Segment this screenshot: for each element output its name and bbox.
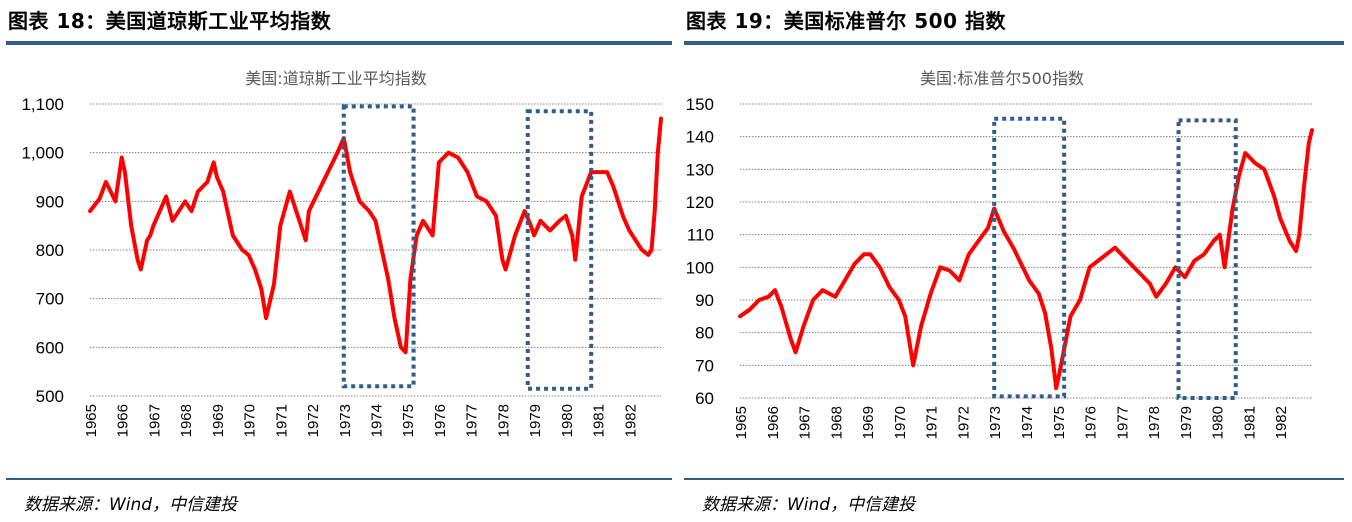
y-tick-label: 600	[36, 338, 64, 357]
x-tick-label: 1977	[1114, 406, 1131, 439]
x-tick-label: 1980	[1210, 406, 1227, 439]
y-tick-label: 110	[687, 226, 714, 245]
x-tick-label: 1969	[860, 406, 877, 439]
figure-heading: 图表 19：美国标准普尔 500 指数	[686, 9, 1006, 33]
x-tick-label: 1973	[987, 406, 1004, 439]
x-tick-label: 1970	[242, 404, 259, 437]
y-tick-label: 60	[695, 389, 714, 408]
x-tick-label: 1979	[527, 404, 544, 437]
x-tick-label: 1973	[337, 404, 354, 437]
x-tick-label: 1971	[273, 404, 290, 437]
x-tick-label: 1974	[1019, 406, 1036, 439]
x-tick-label: 1972	[305, 404, 322, 437]
x-tick-label: 1980	[559, 404, 576, 437]
y-tick-label: 700	[36, 290, 64, 309]
heading-rule	[6, 41, 672, 45]
x-tick-label: 1974	[369, 404, 386, 437]
chart-title: 美国:道琼斯工业平均指数	[245, 69, 426, 88]
x-tick-label: 1967	[146, 404, 163, 437]
highlight-box	[992, 116, 1067, 399]
y-tick-label: 90	[695, 291, 714, 310]
x-tick-label: 1976	[1083, 406, 1100, 439]
x-tick-label: 1968	[828, 406, 845, 439]
x-tick-label: 1975	[400, 404, 417, 437]
series-line	[738, 128, 1314, 391]
x-tick-label: 1976	[432, 404, 449, 437]
panel-sp500: 图表 19：美国标准普尔 500 指数 美国:标准普尔500指数 60 70 80 90…	[684, 0, 1350, 522]
y-tick-label: 1,100	[21, 95, 64, 114]
sp500-chart: 美国:标准普尔500指数 60 70 80 90 100 110 120 130 140 150 19…	[686, 69, 1314, 439]
x-tick-label: 1965	[733, 406, 750, 439]
source-note: 数据来源：Wind，中信建投	[24, 495, 238, 515]
dow-jones-chart: 美国:道琼斯工业平均指数 500 600 700 800 900 1,000 1,100 196…	[21, 69, 663, 437]
x-tick-label: 1977	[464, 404, 481, 437]
chart-title: 美国:标准普尔500指数	[920, 69, 1084, 88]
highlight-box	[525, 109, 594, 391]
y-tick-label: 500	[36, 387, 64, 406]
y-tick-label: 1,000	[21, 144, 64, 163]
footer-rule	[6, 478, 672, 480]
heading-rule	[684, 41, 1344, 45]
x-tick-label: 1967	[797, 406, 814, 439]
y-tick-label: 70	[695, 356, 714, 375]
y-tick-label: 80	[695, 324, 714, 343]
figure-heading: 图表 18：美国道琼斯工业平均指数	[8, 9, 332, 33]
y-tick-label: 130	[686, 160, 714, 179]
x-tick-label: 1981	[1241, 406, 1258, 439]
y-tick-label: 800	[36, 241, 64, 260]
x-tick-label: 1982	[622, 404, 639, 437]
x-tick-label: 1978	[1146, 406, 1163, 439]
y-tick-label: 150	[686, 95, 714, 114]
x-tick-label: 1972	[955, 406, 972, 439]
highlight-box	[341, 104, 416, 389]
x-tick-label: 1966	[765, 406, 782, 439]
y-tick-label: 900	[36, 192, 64, 211]
x-tick-label: 1979	[1178, 406, 1195, 439]
x-tick-label: 1982	[1273, 406, 1290, 439]
x-tick-label: 1969	[210, 404, 227, 437]
panel-dow-jones: 图表 18：美国道琼斯工业平均指数 美国:道琼斯工业平均指数 500 600 700 8…	[6, 0, 672, 522]
x-tick-label: 1965	[83, 404, 100, 437]
footer-rule	[684, 478, 1344, 480]
source-note: 数据来源：Wind，中信建投	[702, 495, 916, 515]
y-tick-label: 120	[686, 193, 714, 212]
x-tick-label: 1970	[892, 406, 909, 439]
x-tick-label: 1966	[115, 404, 132, 437]
x-tick-label: 1975	[1051, 406, 1068, 439]
x-tick-label: 1981	[591, 404, 608, 437]
y-tick-label: 140	[686, 128, 714, 147]
y-tick-label: 100	[686, 258, 714, 277]
x-tick-label: 1971	[924, 406, 941, 439]
series-line	[88, 116, 663, 355]
highlight-box	[1176, 118, 1238, 400]
x-tick-label: 1968	[178, 404, 195, 437]
x-tick-label: 1978	[495, 404, 512, 437]
